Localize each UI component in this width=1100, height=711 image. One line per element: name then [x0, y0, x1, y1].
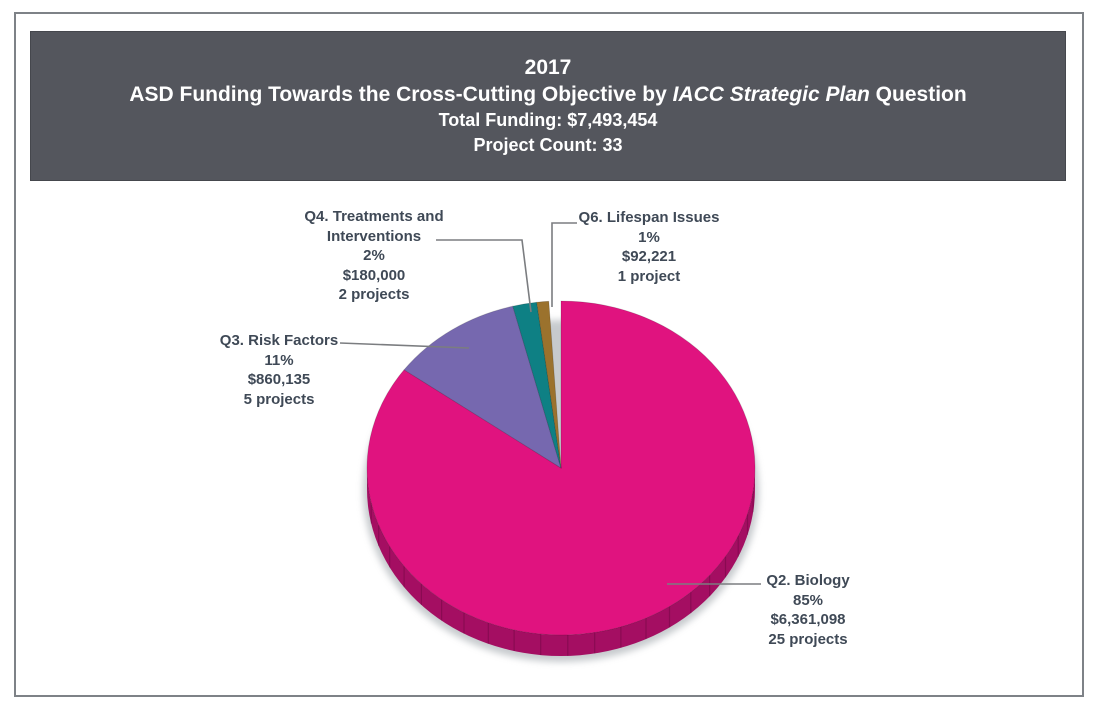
pie-slice-q4 [512, 301, 562, 469]
page-border [14, 12, 1084, 697]
pie-layer [363, 300, 759, 662]
slice-amount: $92,221 [621, 248, 677, 265]
header-total-funding: Total Funding: $7,493,454 [438, 109, 658, 130]
header-title: ASD Funding Towards the Cross-Cutting Ob… [129, 81, 966, 108]
slice-projects: 2 projects [338, 286, 410, 303]
pie-slice-q2 [366, 300, 756, 636]
header-title-italic: IACC Strategic Plan [672, 82, 870, 106]
header-year: 2017 [524, 55, 572, 79]
slice-label: Q2. Biology [766, 572, 850, 589]
callout-q4-treatments: Q4. Treatments and Interventions 2% $180… [284, 207, 464, 305]
slice-projects: 25 projects [768, 630, 848, 648]
slice-label: Q6. Lifespan Issues [578, 209, 720, 226]
header-project-count: Project Count: 33 [473, 134, 623, 155]
callout-q6-lifespan: Q6. Lifespan Issues 1% $92,221 1 project [559, 208, 739, 286]
callout-q2-biology: Q2. Biology 85% $6,361,098 25 projects [723, 571, 893, 649]
slice-percent: 1% [638, 228, 660, 246]
header-title-pre: ASD Funding Towards the Cross-Cutting Ob… [129, 82, 673, 106]
leader-line-q6 [551, 222, 577, 307]
callout-q3-risk-factors: Q3. Risk Factors 11% $860,135 5 projects [194, 331, 364, 409]
slice-amount: $6,361,098 [770, 611, 846, 628]
slice-amount: $860,135 [247, 371, 311, 388]
slice-projects: 1 project [617, 267, 681, 285]
slice-percent: 2% [363, 247, 385, 264]
leader-line-q3 [339, 342, 470, 349]
leader-line-q4 [436, 239, 532, 313]
leader-lines [339, 222, 761, 585]
chart-header: 2017 ASD Funding Towards the Cross-Cutti… [30, 31, 1066, 181]
slice-percent: 11% [264, 351, 294, 369]
slice-projects: 5 projects [243, 390, 315, 408]
slice-label: Q4. Treatments and Interventions [304, 208, 444, 245]
slice-percent: 85% [792, 591, 824, 609]
pie-slice-q6 [536, 300, 562, 469]
slice-amount: $180,000 [342, 266, 406, 284]
slice-label: Q3. Risk Factors [219, 332, 339, 349]
header-title-post: Question [869, 82, 967, 106]
